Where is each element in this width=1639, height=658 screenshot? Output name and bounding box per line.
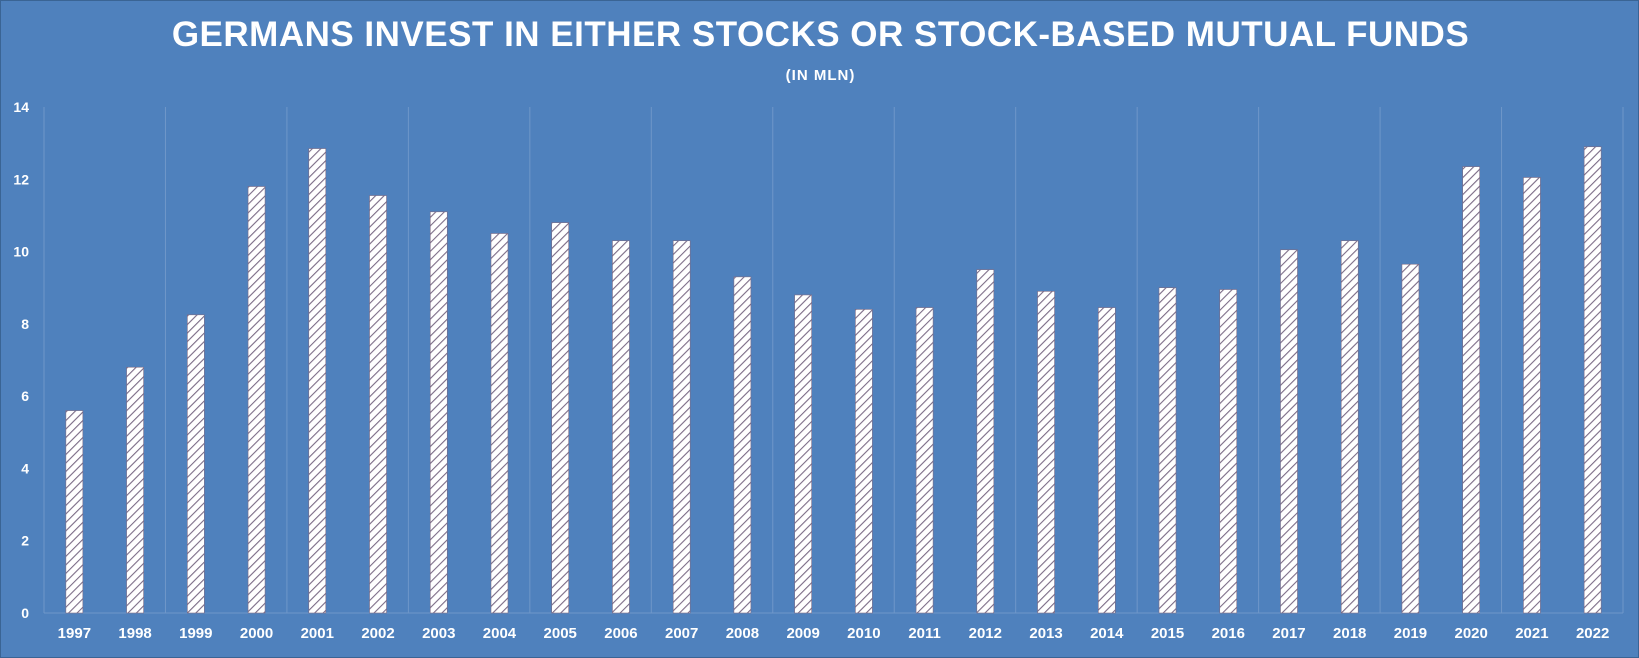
- x-tick-label: 2003: [422, 625, 455, 642]
- bar-2013: [1037, 291, 1055, 614]
- bar-2011: [915, 307, 934, 614]
- x-tick-label: 1997: [58, 625, 91, 642]
- bar-2019: [1401, 263, 1420, 614]
- x-tick-label: 2021: [1515, 625, 1548, 642]
- x-tick-label: 2001: [301, 625, 334, 642]
- x-tick-label: 2016: [1212, 625, 1245, 642]
- x-tick-label: 2017: [1272, 625, 1305, 642]
- bar-2016: [1219, 289, 1238, 614]
- bar-1997: [65, 410, 84, 614]
- x-tick-label: 2007: [665, 625, 698, 642]
- x-tick-label: 2009: [786, 625, 819, 642]
- y-axis: 0 2 4 6 8 10 12 14: [13, 99, 29, 621]
- bar-2003: [429, 211, 448, 614]
- x-axis: 1997 1998 1999 2000 2001 2002 2003 2004 2005 2006…: [58, 625, 1610, 642]
- x-tick-label: 2019: [1394, 625, 1427, 642]
- bar-2002: [369, 195, 387, 614]
- bar-1998: [126, 366, 144, 614]
- x-tick-label: 2018: [1333, 625, 1366, 642]
- y-tick-label: 4: [21, 460, 29, 476]
- x-tick-label: 2000: [240, 625, 273, 642]
- bar-2018: [1340, 240, 1359, 614]
- y-tick-label: 10: [13, 244, 29, 260]
- x-tick-label: 2005: [544, 625, 577, 642]
- bar-2008: [733, 276, 752, 614]
- bar-2004: [490, 233, 509, 614]
- bar-2010: [855, 309, 873, 614]
- x-tick-label: 2014: [1090, 625, 1124, 642]
- x-tick-label: 2012: [969, 625, 1002, 642]
- x-tick-label: 2013: [1029, 625, 1062, 642]
- y-tick-label: 8: [21, 316, 29, 332]
- bar-2001: [308, 148, 327, 614]
- bar-2006: [612, 240, 630, 614]
- bar-2000: [247, 186, 266, 614]
- bar-2015: [1158, 287, 1177, 614]
- bar-2009: [794, 294, 812, 614]
- x-tick-label: 2008: [726, 625, 759, 642]
- chart-title: GERMANS INVEST IN EITHER STOCKS OR STOCK…: [171, 15, 1470, 54]
- x-tick-label: 1999: [179, 625, 212, 642]
- chart-subtitle: (IN MLN): [785, 67, 856, 84]
- bar-2007: [672, 240, 691, 614]
- bar-1999: [187, 314, 205, 614]
- bar-2014: [1097, 307, 1116, 614]
- x-tick-label: 2020: [1454, 625, 1487, 642]
- bar-2012: [976, 269, 995, 614]
- x-tick-label: 2022: [1576, 625, 1609, 642]
- bar-2022: [1583, 146, 1602, 614]
- x-tick-label: 2004: [483, 625, 517, 642]
- y-tick-label: 0: [21, 605, 29, 621]
- bar-2020: [1462, 166, 1480, 614]
- x-tick-label: 1998: [118, 625, 151, 642]
- bar-2017: [1280, 249, 1298, 614]
- x-tick-label: 2015: [1151, 625, 1184, 642]
- grid-lines: [43, 107, 1624, 614]
- y-tick-label: 14: [13, 99, 29, 115]
- x-tick-label: 2010: [847, 625, 880, 642]
- x-tick-label: 2011: [908, 625, 941, 642]
- y-tick-label: 6: [21, 388, 29, 404]
- bar-2021: [1523, 177, 1541, 614]
- bars: [65, 146, 1602, 614]
- x-tick-label: 2002: [361, 625, 394, 642]
- x-tick-label: 2006: [604, 625, 637, 642]
- y-tick-label: 12: [13, 171, 29, 187]
- y-tick-label: 2: [21, 533, 29, 549]
- bar-2005: [551, 222, 570, 614]
